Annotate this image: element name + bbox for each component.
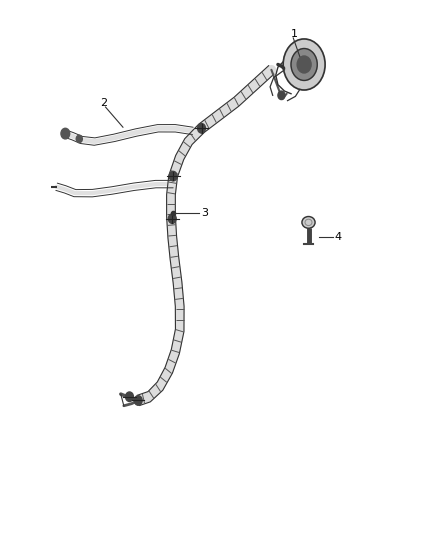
Circle shape (198, 124, 205, 133)
Text: 3: 3 (201, 208, 208, 219)
Text: 1: 1 (291, 29, 298, 39)
Circle shape (126, 392, 134, 401)
Ellipse shape (302, 216, 315, 228)
Circle shape (278, 91, 285, 100)
Circle shape (169, 171, 177, 181)
Circle shape (61, 128, 70, 139)
Text: 4: 4 (334, 232, 341, 243)
Circle shape (283, 39, 325, 90)
Circle shape (297, 56, 311, 73)
Circle shape (134, 395, 142, 405)
Circle shape (291, 49, 317, 80)
Text: 2: 2 (100, 98, 107, 108)
Circle shape (76, 135, 82, 143)
Circle shape (168, 214, 176, 223)
